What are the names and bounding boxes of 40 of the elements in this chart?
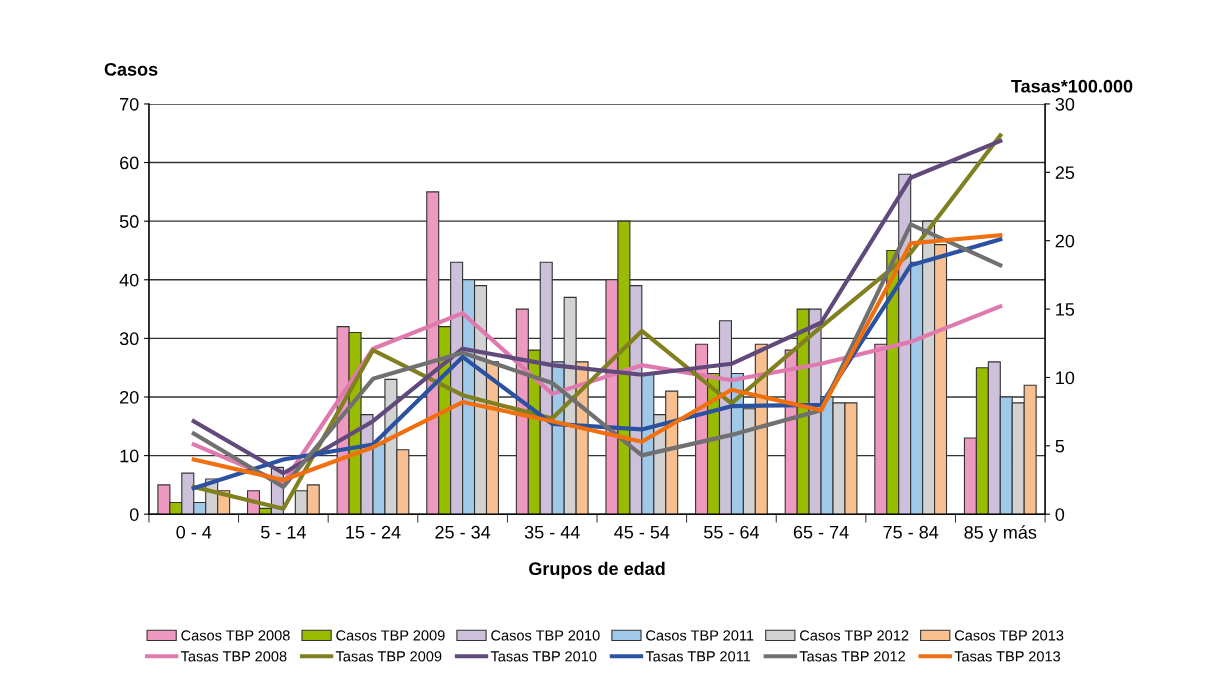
x-tick-label: 25 - 34: [435, 525, 491, 539]
y2-tick-label: 15: [1056, 303, 1075, 316]
y2-tick-label: 25: [1055, 166, 1075, 180]
x-axis-title: Grupos de edad: [529, 561, 665, 579]
y-tick-label: 10: [120, 449, 139, 463]
legend-label: Casos TBP 2012: [800, 630, 909, 641]
legend-label: Casos TBP 2013: [954, 630, 1064, 641]
legend-label: Tasas TBP 2013: [954, 651, 1061, 662]
y-tick-label: 20: [120, 390, 139, 404]
y2-axis-title: Tasas*100.000: [1011, 79, 1133, 93]
x-tick-label: 5 - 14: [261, 525, 306, 539]
legend-label: Casos TBP 2010: [491, 630, 600, 641]
x-tick-label: 65 - 74: [793, 525, 849, 539]
x-tick-label: 85 y más: [964, 525, 1037, 543]
x-tick-label: 55 - 64: [704, 525, 760, 539]
legend-label: Tasas TBP 2010: [490, 651, 597, 662]
legend-label: Casos TBP 2009: [336, 630, 445, 641]
legend-label: Tasas TBP 2012: [799, 651, 906, 662]
legend-label: Tasas TBP 2009: [335, 651, 442, 662]
y2-tick-label: 5: [1055, 439, 1065, 453]
y-axis-title: Casos: [104, 62, 158, 76]
x-tick-label: 45 - 54: [614, 525, 670, 539]
x-tick-label: 15 - 24: [346, 525, 401, 539]
legend-label: Casos TBP 2008: [181, 630, 290, 641]
y2-tick-label: 0: [1055, 508, 1065, 521]
y-tick-label: 0: [129, 508, 139, 521]
y2-tick-label: 30: [1055, 97, 1075, 111]
y2-tick-label: 10: [1056, 371, 1075, 385]
legend-label: Tasas TBP 2008: [180, 651, 287, 662]
x-tick-label: 0 - 4: [176, 525, 212, 539]
y-tick-label: 30: [119, 332, 139, 346]
y-tick-label: 50: [119, 215, 139, 228]
x-tick-label: 75 - 84: [883, 525, 939, 539]
y-tick-label: 60: [120, 156, 139, 170]
legend-label: Casos TBP 2011: [646, 630, 754, 641]
y-tick-label: 40: [119, 273, 139, 287]
legend-label: Tasas TBP 2011: [645, 651, 751, 662]
y-tick-label: 70: [120, 97, 139, 111]
y2-tick-label: 20: [1055, 234, 1075, 248]
x-tick-label: 35 - 44: [524, 525, 580, 539]
